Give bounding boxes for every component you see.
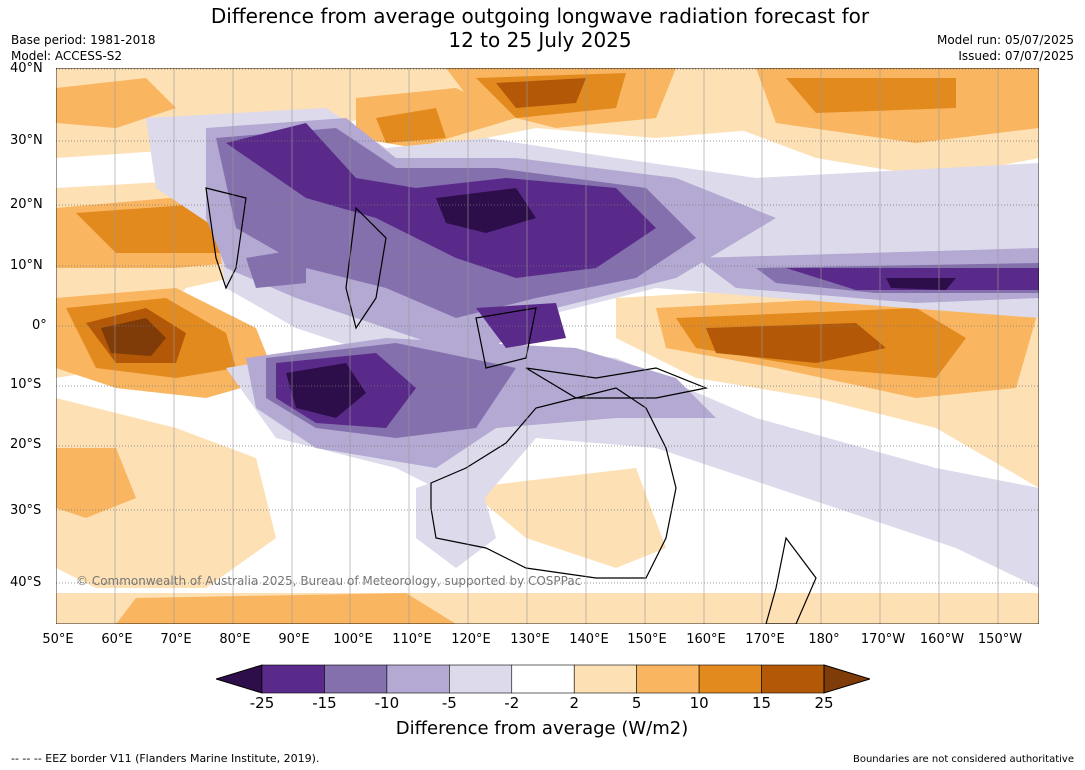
model-run: Model run: 05/07/2025 [936, 33, 1074, 47]
colorbar-tick-label: -5 [441, 694, 457, 712]
lat-label-20s: 20°S [10, 437, 42, 452]
lat-label-40s: 40°S [10, 575, 42, 590]
indonesia-coastline [525, 367, 709, 399]
colorbar-swatch [449, 664, 513, 694]
lat-label-30s: 30°S [10, 503, 42, 518]
colorbar-swatches [214, 664, 872, 694]
lat-label-10n: 10°N [10, 258, 43, 273]
colorbar-tick-label: 2 [569, 694, 579, 712]
colorbar-tick-label: 10 [689, 694, 709, 712]
colorbar [214, 664, 872, 698]
lon-label: 160°W [919, 632, 965, 647]
footnote-eez: -- -- -- EEZ border V11 (Flanders Marine… [11, 752, 320, 765]
title-line-2: 12 to 25 July 2025 [448, 28, 632, 52]
colorbar-tick-label: 5 [631, 694, 642, 712]
forecast-map [55, 67, 1040, 628]
colorbar-min-extension [214, 664, 263, 694]
lon-label: 70°E [160, 632, 192, 647]
lon-label: 180° [808, 632, 840, 647]
meta-right: Model run: 05/07/2025 Issued: 07/07/2025 [937, 32, 1074, 64]
lon-label: 90°E [278, 632, 310, 647]
meridians [114, 68, 999, 624]
lat-label-10s: 10°S [10, 377, 42, 392]
footnote-boundaries: Boundaries are not considered authoritat… [852, 754, 1074, 765]
colorbar-swatch [698, 664, 762, 694]
lon-label: 60°E [101, 632, 133, 647]
borneo-coastline [475, 307, 537, 369]
meta-left: Base period: 1981-2018 Model: ACCESS-S2 [11, 32, 156, 64]
australia-coastline [430, 387, 677, 579]
lon-label: 100°E [333, 632, 373, 647]
coastlines [205, 187, 817, 625]
lon-label: 160°E [686, 632, 726, 647]
anomaly-band-over-25 [101, 318, 166, 356]
india-coastline [205, 187, 247, 290]
lon-label: 170°E [745, 632, 785, 647]
colorbar-label: Difference from average (W/m2) [395, 718, 689, 739]
colorbar-tick-label: -10 [374, 694, 400, 712]
model-name: Model: ACCESS-S2 [11, 49, 123, 63]
colorbar-max-extension [823, 664, 872, 694]
colorbar-tick-label: -25 [249, 694, 275, 712]
base-period: Base period: 1981-2018 [11, 33, 156, 47]
lat-label-20n: 20°N [10, 197, 43, 212]
lon-label: 50°E [42, 632, 74, 647]
colorbar-swatch [511, 664, 575, 694]
lon-label: 140°E [569, 632, 609, 647]
copyright-text: © Commonwealth of Australia 2025, Bureau… [76, 574, 582, 588]
title-line-1: Difference from average outgoing longwav… [210, 4, 870, 28]
colorbar-tick-label: 15 [752, 694, 772, 712]
lat-label-40n: 40°N [10, 61, 43, 76]
indochina-coastline [345, 206, 387, 330]
lon-label: 110°E [392, 632, 432, 647]
colorbar-tick-label: -2 [504, 694, 520, 712]
lon-label: 170°W [860, 632, 906, 647]
colorbar-swatch [573, 664, 637, 694]
map-canvas [55, 67, 1040, 625]
graticule [56, 68, 1039, 584]
issued-date: Issued: 07/07/2025 [958, 49, 1074, 63]
colorbar-swatch [386, 664, 450, 694]
colorbar-swatch [761, 664, 825, 694]
anomaly-band-under-neg-25 [286, 188, 956, 418]
lon-label: 150°E [627, 632, 667, 647]
lon-label: 80°E [219, 632, 251, 647]
map-title: Difference from average outgoing longwav… [180, 4, 900, 52]
colorbar-tick-label: -15 [312, 694, 337, 712]
lat-label-equator: 0° [32, 318, 47, 333]
colorbar-swatch [324, 664, 388, 694]
colorbar-tick-label: 25 [814, 694, 834, 712]
lon-label: 130°E [510, 632, 550, 647]
lon-label: 150°W [977, 632, 1023, 647]
lon-label: 120°E [451, 632, 491, 647]
colorbar-swatch [261, 664, 325, 694]
colorbar-swatch [636, 664, 700, 694]
lat-label-30n: 30°N [10, 133, 43, 148]
